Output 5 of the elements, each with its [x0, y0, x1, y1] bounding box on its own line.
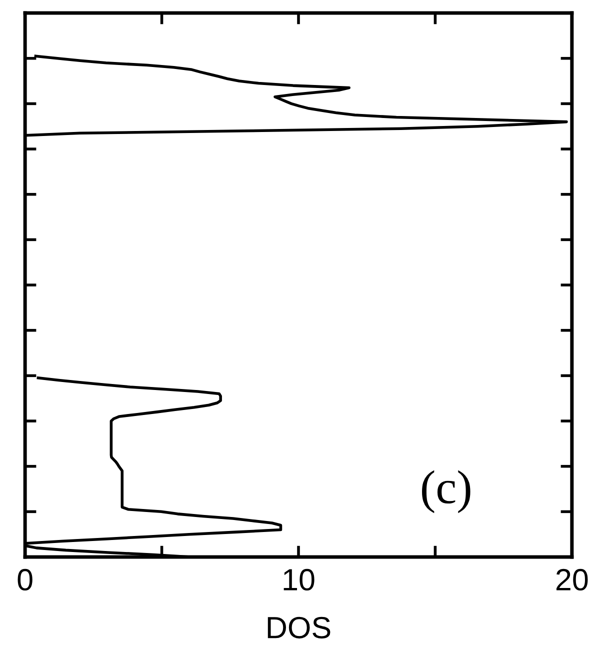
- x-tick-label: 20: [556, 568, 588, 591]
- x-tick-label: 10: [284, 568, 314, 591]
- annotation: (c): [422, 470, 470, 514]
- x-tick-label: 0: [18, 568, 32, 591]
- x-axis-title: DOS: [268, 616, 330, 638]
